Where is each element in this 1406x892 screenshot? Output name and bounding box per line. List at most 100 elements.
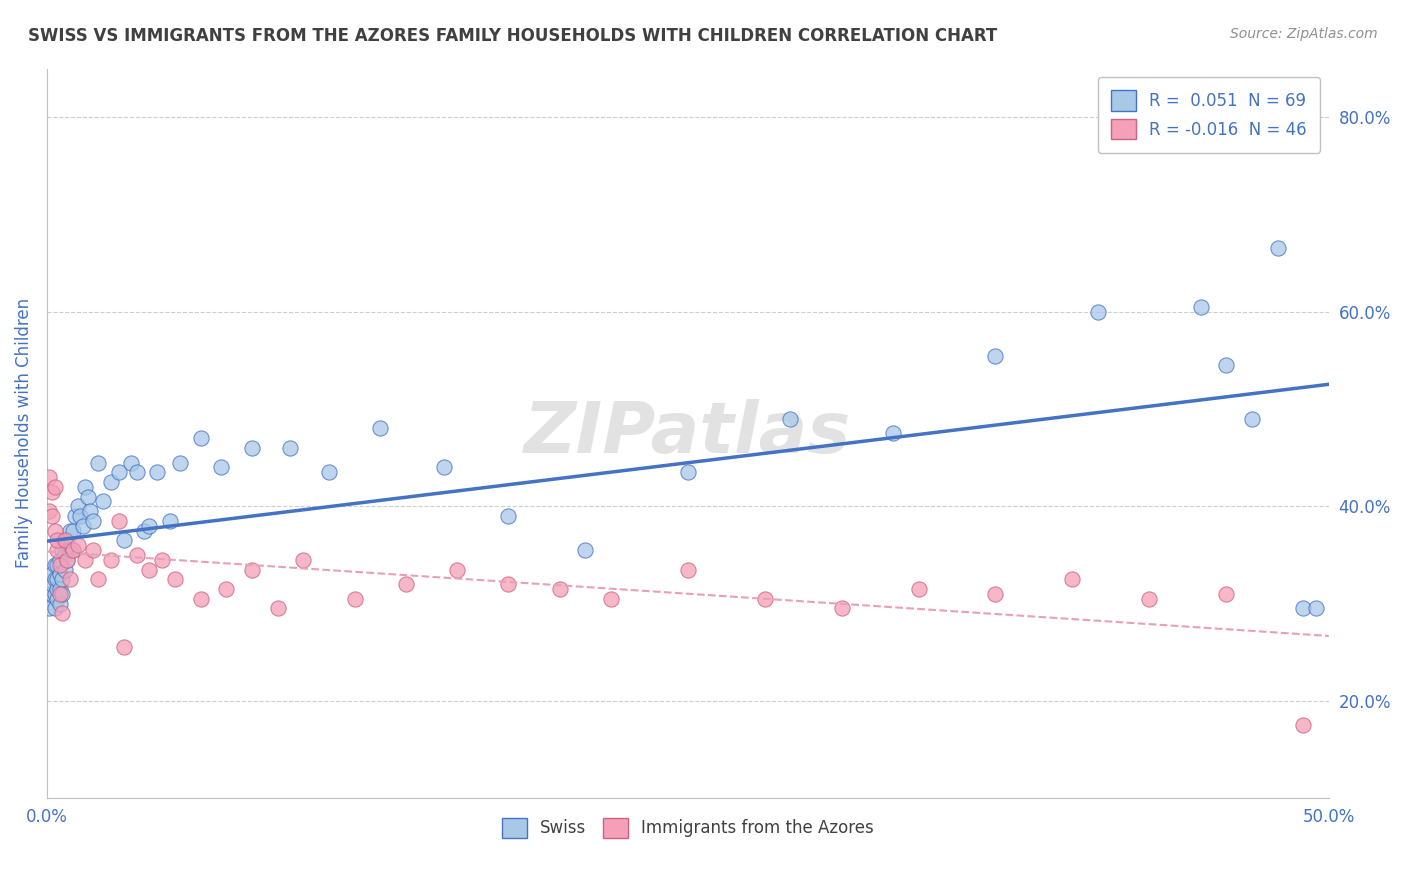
Point — [44, 480, 66, 494]
Point — [100, 553, 122, 567]
Point — [138, 518, 160, 533]
Point — [754, 591, 776, 606]
Point — [318, 465, 340, 479]
Text: ZIPatlas: ZIPatlas — [524, 399, 852, 467]
Point — [46, 591, 69, 606]
Point — [498, 577, 520, 591]
Point — [190, 431, 212, 445]
Point — [112, 533, 135, 548]
Point — [1292, 718, 1315, 732]
Point — [44, 601, 66, 615]
Point — [72, 518, 94, 533]
Point — [66, 538, 89, 552]
Point — [91, 494, 114, 508]
Point — [209, 460, 232, 475]
Point — [779, 411, 801, 425]
Point — [41, 567, 63, 582]
Point — [1215, 358, 1237, 372]
Point — [59, 543, 82, 558]
Point — [41, 484, 63, 499]
Point — [53, 533, 76, 548]
Point — [190, 591, 212, 606]
Point — [46, 572, 69, 586]
Y-axis label: Family Households with Children: Family Households with Children — [15, 298, 32, 568]
Point — [38, 504, 60, 518]
Point — [165, 572, 187, 586]
Point — [125, 465, 148, 479]
Text: SWISS VS IMMIGRANTS FROM THE AZORES FAMILY HOUSEHOLDS WITH CHILDREN CORRELATION : SWISS VS IMMIGRANTS FROM THE AZORES FAMI… — [28, 27, 997, 45]
Point — [280, 441, 302, 455]
Point — [574, 543, 596, 558]
Point — [292, 553, 315, 567]
Point — [150, 553, 173, 567]
Point — [240, 562, 263, 576]
Point — [146, 465, 169, 479]
Point — [59, 572, 82, 586]
Point — [1137, 591, 1160, 606]
Point — [79, 504, 101, 518]
Point — [1240, 411, 1263, 425]
Point — [1292, 601, 1315, 615]
Point — [984, 349, 1007, 363]
Point — [548, 582, 571, 596]
Point — [41, 587, 63, 601]
Point — [676, 465, 699, 479]
Point — [46, 543, 69, 558]
Point — [48, 597, 70, 611]
Point — [907, 582, 929, 596]
Text: Source: ZipAtlas.com: Source: ZipAtlas.com — [1230, 27, 1378, 41]
Point — [1267, 242, 1289, 256]
Point — [62, 524, 84, 538]
Point — [48, 558, 70, 572]
Point — [676, 562, 699, 576]
Point — [368, 421, 391, 435]
Point — [51, 587, 73, 601]
Point — [433, 460, 456, 475]
Point — [46, 558, 69, 572]
Point — [82, 543, 104, 558]
Point — [121, 456, 143, 470]
Point — [62, 543, 84, 558]
Point — [343, 591, 366, 606]
Point — [56, 553, 79, 567]
Point — [48, 567, 70, 582]
Point — [100, 475, 122, 489]
Point — [107, 465, 129, 479]
Point — [1087, 304, 1109, 318]
Point — [62, 543, 84, 558]
Point — [38, 470, 60, 484]
Point — [63, 508, 86, 523]
Point — [125, 548, 148, 562]
Point — [169, 456, 191, 470]
Point — [75, 480, 97, 494]
Point — [75, 553, 97, 567]
Point — [41, 577, 63, 591]
Point — [56, 553, 79, 567]
Point — [53, 533, 76, 548]
Point — [112, 640, 135, 655]
Point — [395, 577, 418, 591]
Point — [984, 587, 1007, 601]
Point — [56, 533, 79, 548]
Point — [82, 514, 104, 528]
Point — [38, 601, 60, 615]
Point — [1215, 587, 1237, 601]
Point — [53, 562, 76, 576]
Point — [48, 587, 70, 601]
Point — [41, 508, 63, 523]
Point — [69, 508, 91, 523]
Point — [51, 543, 73, 558]
Point — [77, 490, 100, 504]
Point — [882, 426, 904, 441]
Point — [48, 582, 70, 596]
Point — [44, 572, 66, 586]
Point — [600, 591, 623, 606]
Point — [87, 572, 110, 586]
Point — [134, 524, 156, 538]
Point — [59, 524, 82, 538]
Point — [48, 553, 70, 567]
Point — [44, 558, 66, 572]
Point — [66, 500, 89, 514]
Point — [38, 587, 60, 601]
Point — [138, 562, 160, 576]
